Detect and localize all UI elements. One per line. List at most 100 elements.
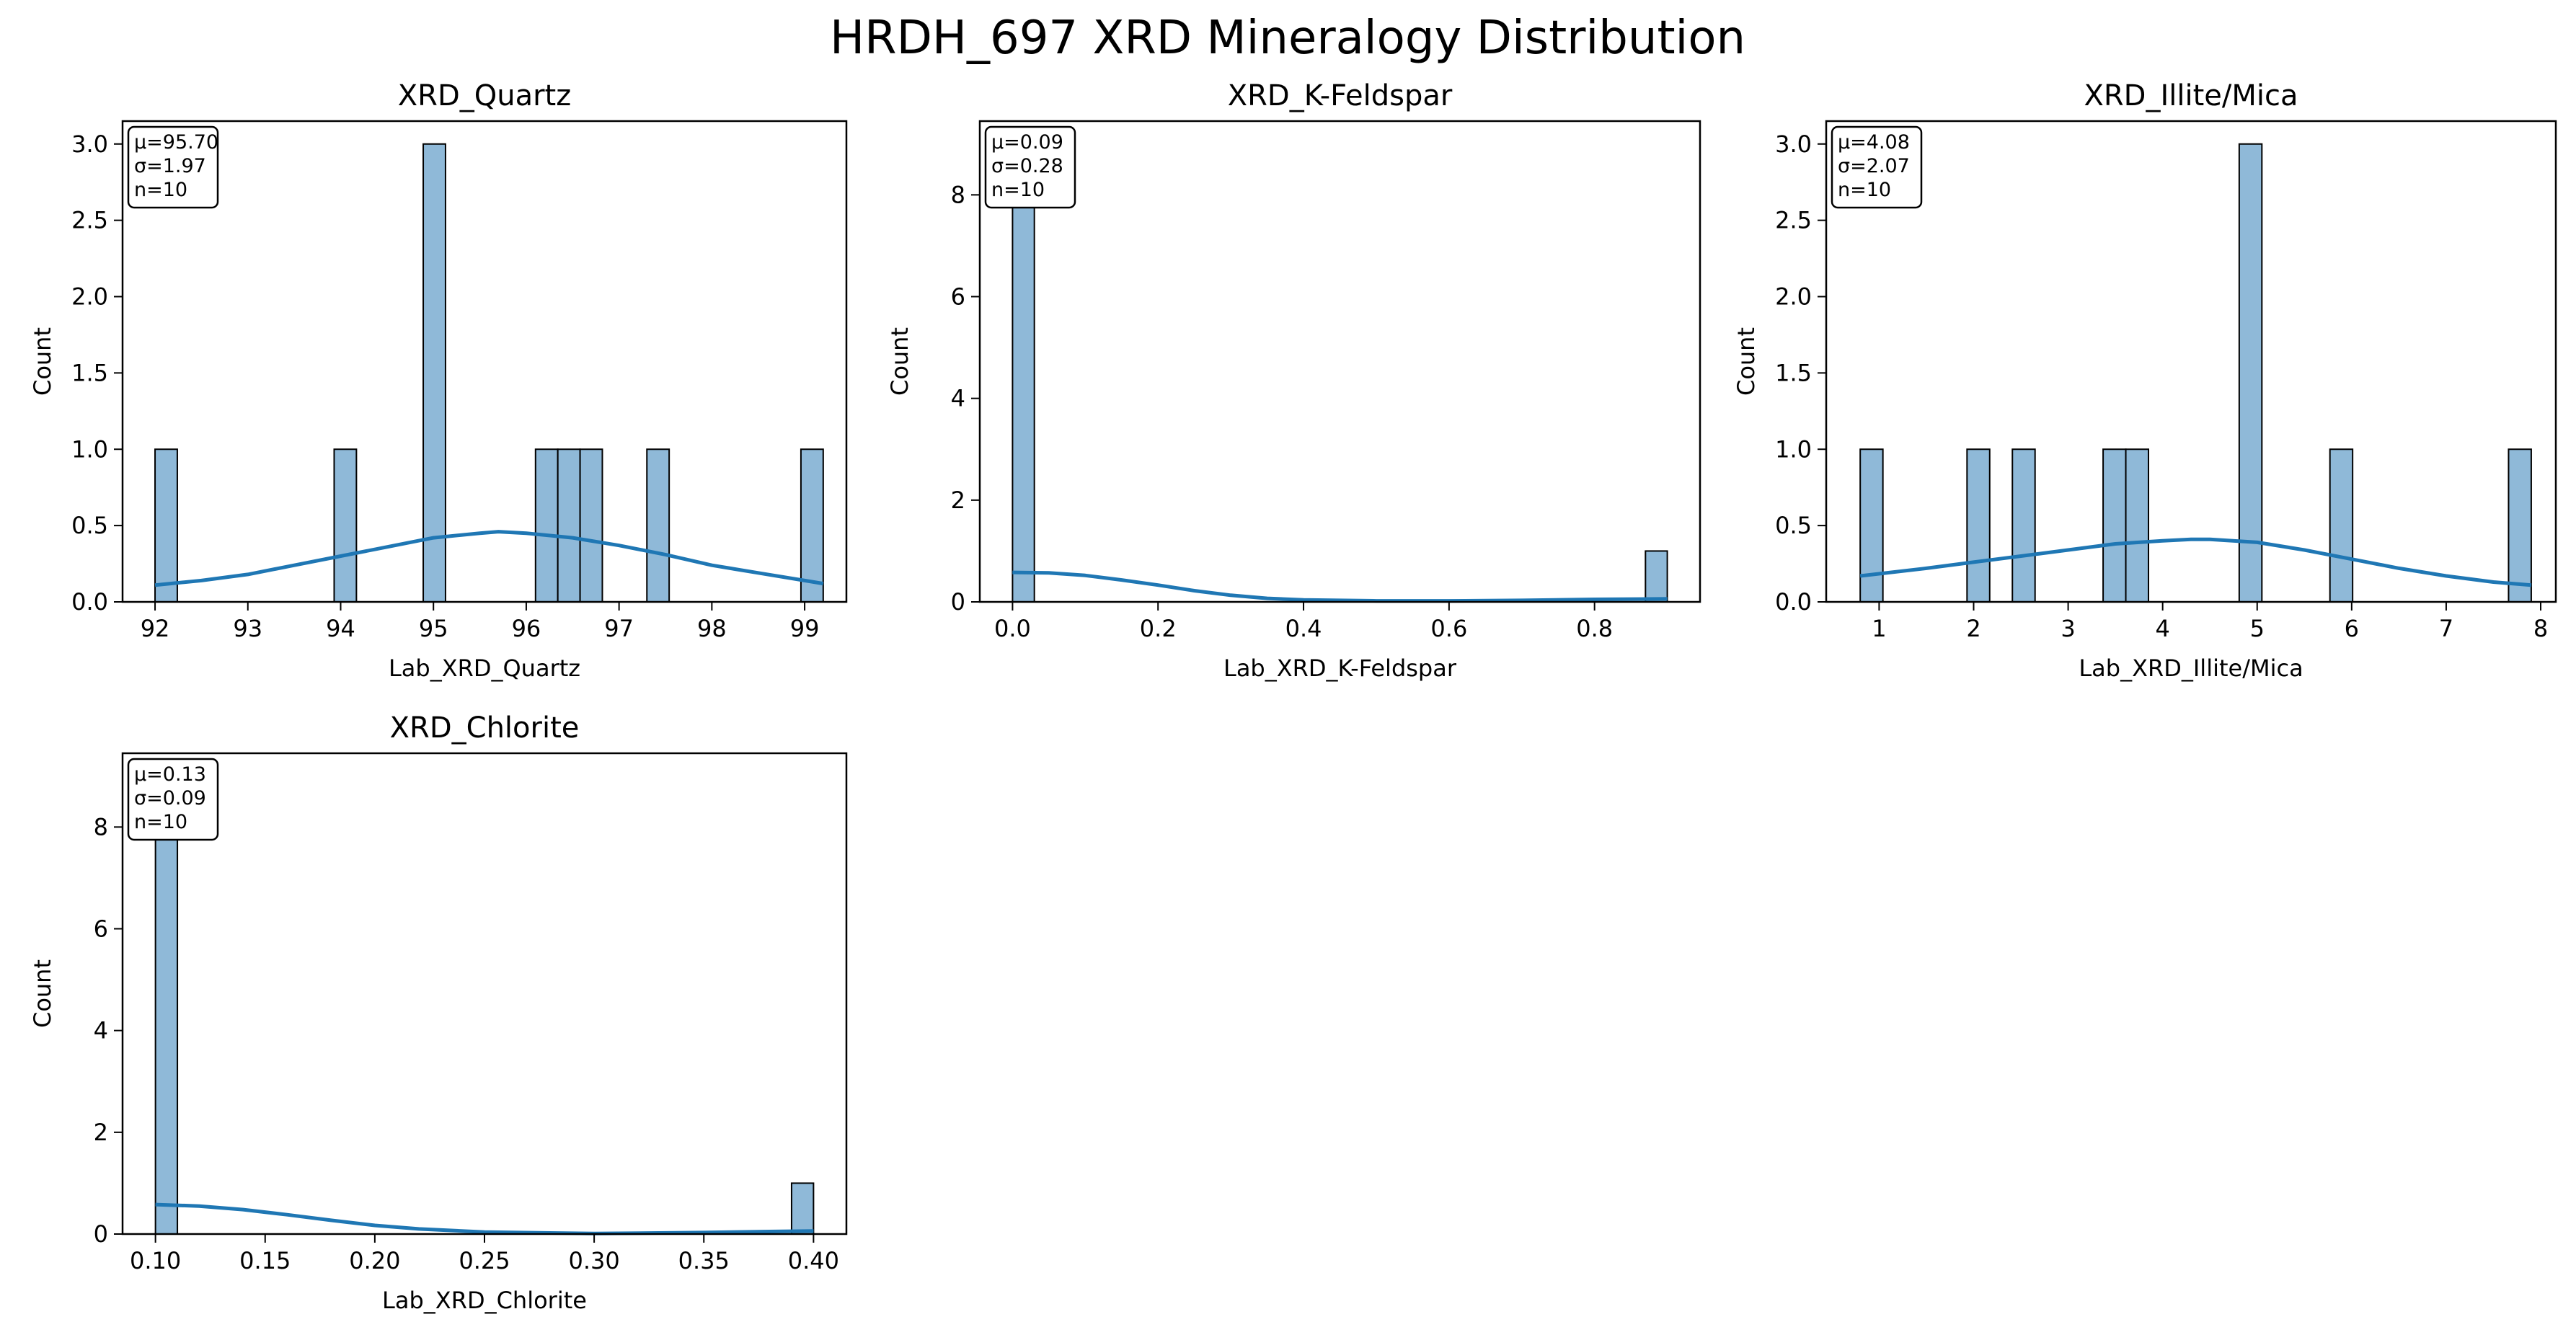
x-tick-label: 4 [2155,615,2169,642]
x-tick-label: 1 [1872,615,1886,642]
stats-line: μ=95.70 [134,131,218,154]
x-tick-label: 5 [2250,615,2265,642]
histogram-bar [1859,448,1884,603]
subplot-4: XRD_Chlorite 0.10 0.15 0.20 0.25 0.30 0.35 0.40… [29,711,848,1314]
y-tick-label: 4 [951,385,965,412]
y-tick-label: 3.0 [71,130,108,158]
x-tick-label: 0.15 [239,1247,291,1274]
y-tick-label: 0.0 [71,588,108,616]
x-tick-label: 95 [419,615,448,642]
x-tick-label: 0.35 [678,1247,730,1274]
y-tick-label: 3.0 [1775,130,1812,158]
y-tick-label: 1.5 [71,359,108,386]
histogram-bar [422,143,446,603]
histogram-bar [154,448,178,603]
x-tick-label: 97 [604,615,634,642]
y-axis-label: Count [29,327,56,396]
axes-frame [1825,120,2557,603]
stats-line: n=10 [134,811,187,833]
y-tick-label: 0 [951,588,965,616]
y-axis-label: Count [29,959,56,1028]
x-tick-label: 0.2 [1140,615,1177,642]
subplot-title: XRD_Chlorite [390,711,580,745]
histogram-bar [579,448,603,603]
x-tick-label: 7 [2439,615,2453,642]
y-axis-label: Count [1732,327,1760,396]
histogram-bar [154,775,179,1235]
x-tick-label: 96 [512,615,541,642]
y-tick-label: 2.5 [71,207,108,234]
x-tick-label: 2 [1966,615,1980,642]
stats-line: n=10 [134,179,187,201]
x-tick-label: 99 [790,615,820,642]
kde-curve [155,1202,814,1235]
y-tick-label: 2 [951,487,965,514]
histogram-bar [1645,550,1668,603]
x-tick-label: 0.0 [994,615,1031,642]
y-tick-label: 0.0 [1775,588,1812,616]
histogram-bar [2102,448,2127,603]
histogram-bar [1012,143,1035,603]
stats-box [127,125,219,209]
y-tick-label: 8 [94,813,108,840]
stats-line: σ=0.09 [134,787,206,809]
y-tick-label: 4 [94,1017,108,1044]
y-axis-label: Count [886,327,913,396]
subplot-title: XRD_K-Feldspar [1228,79,1453,112]
stats-line: σ=2.07 [1838,155,1910,177]
x-tick-label: 0.40 [788,1247,839,1274]
x-axis-label: Lab_XRD_Illite/Mica [2079,655,2303,682]
axes-frame [121,752,848,1235]
histogram-bar [534,448,559,603]
y-tick-label: 1.5 [1775,359,1812,386]
x-tick-label: 8 [2533,615,2548,642]
stats-line: n=10 [1838,179,1891,201]
stats-line: μ=0.13 [134,763,206,786]
stats-box [127,758,219,841]
y-tick-label: 2.0 [1775,283,1812,311]
subplot-title: XRD_Illite/Mica [2084,79,2298,112]
stats-line: σ=1.97 [134,155,206,177]
histogram-bar [800,448,824,603]
stats-line: n=10 [991,179,1045,201]
y-tick-label: 1.0 [71,435,108,463]
y-tick-label: 0 [94,1220,108,1248]
axes-frame [978,120,1701,603]
x-tick-label: 0.4 [1285,615,1322,642]
x-tick-label: 0.10 [130,1247,181,1274]
x-tick-label: 6 [2345,615,2359,642]
x-tick-label: 0.30 [568,1247,619,1274]
subplot-3: XRD_Illite/Mica 1 2 3 4 5 6 7 8 0.0 0.5 1.0 1.5 2.0 2.… [1732,79,2557,682]
axes-frame [121,120,848,603]
x-tick-label: 93 [233,615,262,642]
y-tick-label: 6 [94,915,108,943]
histogram-bar [790,1182,815,1235]
x-axis-label: Lab_XRD_K-Feldspar [1223,655,1457,682]
histogram-bar [1966,448,1991,603]
y-tick-label: 6 [951,283,965,311]
y-tick-label: 8 [951,181,965,208]
histogram-bar [557,448,581,603]
y-tick-label: 1.0 [1775,435,1812,463]
stats-line: σ=0.28 [991,155,1063,177]
x-tick-label: 94 [326,615,355,642]
x-tick-label: 98 [697,615,727,642]
x-tick-label: 0.8 [1576,615,1613,642]
y-tick-label: 2 [94,1119,108,1146]
subplot-title: XRD_Quartz [398,79,571,112]
histogram-bar [646,448,670,603]
histogram-bar [2011,448,2036,603]
histogram-bar [2238,143,2263,603]
histogram-bar [333,448,358,603]
stats-line: μ=4.08 [1838,131,1910,154]
stats-box [1831,125,1923,209]
x-tick-label: 0.25 [459,1247,510,1274]
subplot-1: XRD_Quartz 92 93 94 95 96 97 98 99 0.0 0.5 1.0 1.5 2.… [29,79,848,682]
histogram-bar [2329,448,2354,603]
subplot-2: XRD_K-Feldspar 0.0 0.2 0.4 0.6 0.8 0 2 4 6 8 Lab_XR… [886,79,1701,682]
x-axis-label: Lab_XRD_Chlorite [382,1287,587,1314]
y-tick-label: 2.0 [71,283,108,311]
stats-box [984,125,1076,209]
kde-curve [1859,537,2532,587]
